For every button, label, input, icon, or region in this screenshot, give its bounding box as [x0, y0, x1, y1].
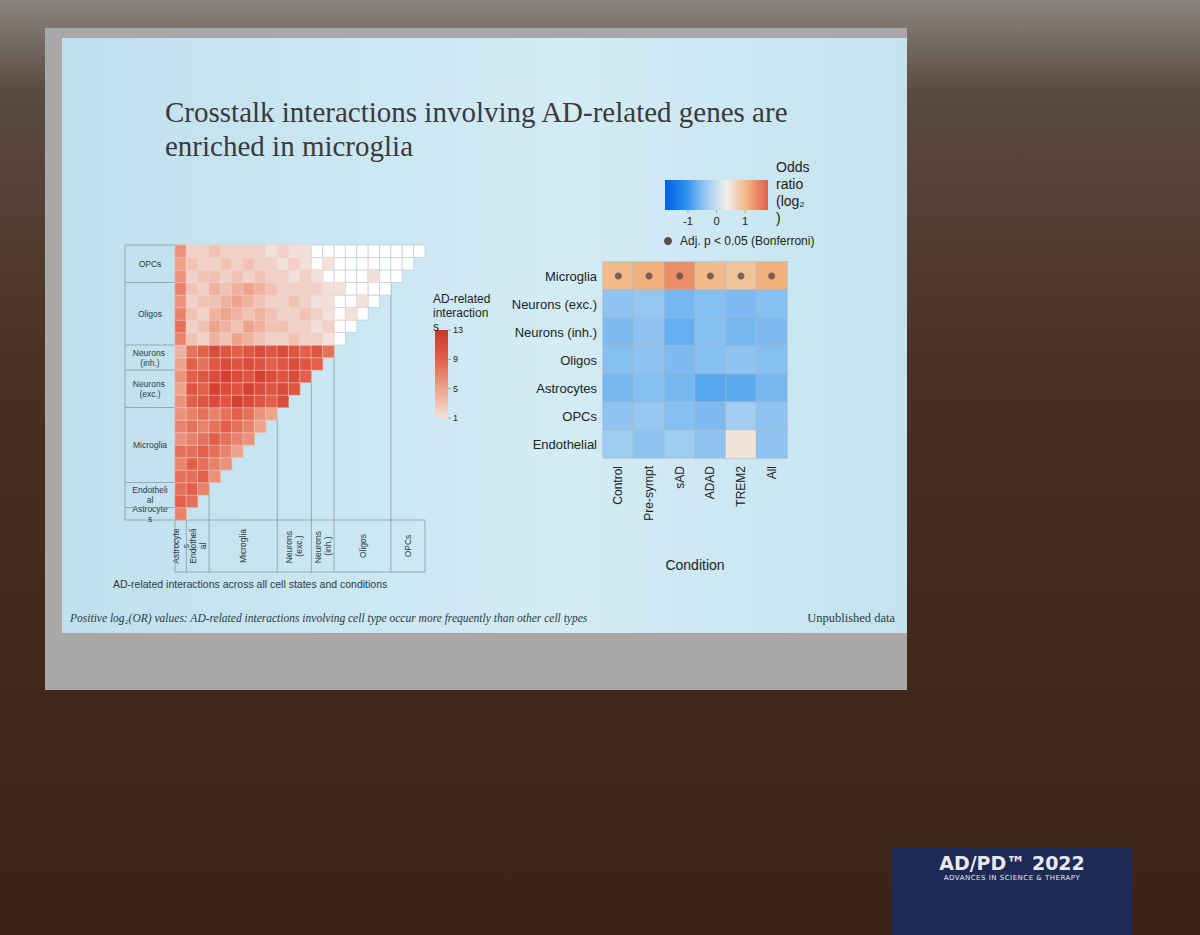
svg-text:5: 5 [453, 384, 458, 394]
svg-text:AD-related interactions across: AD-related interactions across all cell … [113, 578, 387, 590]
svg-text:Microglia: Microglia [238, 529, 248, 563]
svg-text:(exc.): (exc.) [139, 389, 160, 399]
svg-text:Pre-sympt: Pre-sympt [642, 465, 656, 520]
svg-text:Astrocytes: Astrocytes [536, 381, 597, 396]
svg-text:(log₂: (log₂ [776, 193, 805, 209]
svg-text:Neurons (inh.): Neurons (inh.) [515, 325, 597, 340]
svg-text:Oligos: Oligos [138, 309, 162, 319]
svg-text:Oligos: Oligos [358, 534, 368, 558]
svg-text:al: al [198, 543, 208, 550]
svg-text:1: 1 [742, 215, 748, 227]
html-text:ADVANCES IN SCIENCE & THERAPY: ADVANCES IN SCIENCE & THERAPY [943, 874, 1081, 882]
svg-text:OPCs: OPCs [139, 259, 162, 269]
svg-text:Microglia: Microglia [545, 269, 598, 284]
svg-text:Oligos: Oligos [560, 353, 597, 368]
svg-text:Neurons: Neurons [133, 348, 168, 358]
svg-text:Odds: Odds [776, 159, 813, 175]
svg-text:s: s [148, 514, 152, 524]
svg-text:Crosstalk interactions involvi: Crosstalk interactions involving AD-rela… [165, 96, 795, 128]
html-text:AD/PD™ 2022: AD/PD™ 2022 [939, 852, 1085, 874]
svg-text:Neurons (exc.): Neurons (exc.) [512, 297, 597, 312]
svg-text:Unpublished data: Unpublished data [807, 611, 895, 625]
svg-text:Astrocyte: Astrocyte [132, 504, 168, 514]
svg-text:ADAD: ADAD [703, 466, 717, 500]
svg-text:All: All [765, 466, 779, 479]
svg-text:Neurons: Neurons [284, 529, 294, 564]
svg-text:9: 9 [453, 354, 458, 364]
svg-text:Neurons: Neurons [313, 529, 323, 564]
svg-text:(exc.): (exc.) [294, 535, 304, 556]
svg-text:(inh.): (inh.) [140, 358, 160, 368]
svg-text:): ) [776, 210, 781, 226]
svg-text:s: s [180, 543, 191, 549]
svg-text:interaction: interaction [433, 306, 488, 320]
svg-text:AD-related: AD-related [433, 292, 494, 306]
svg-text:0: 0 [713, 215, 719, 227]
svg-text:(inh.): (inh.) [323, 536, 333, 556]
svg-text:1: 1 [453, 413, 458, 423]
svg-text:Condition: Condition [665, 557, 724, 573]
svg-text:TREM2: TREM2 [734, 466, 748, 507]
svg-text:Endotheli: Endotheli [188, 528, 198, 564]
svg-text:Astrocyte: Astrocyte [171, 528, 181, 564]
svg-text:Positive log₂(OR) values: AD-r: Positive log₂(OR) values: AD-related int… [69, 612, 588, 625]
svg-text:al: al [147, 495, 154, 505]
svg-text:Adj. p < 0.05 (Bonferroni): Adj. p < 0.05 (Bonferroni) [680, 234, 814, 248]
svg-text:OPCs: OPCs [403, 535, 413, 558]
svg-text:Microglia: Microglia [133, 440, 167, 450]
svg-text:Endothelial: Endothelial [533, 437, 597, 452]
svg-text:Control: Control [611, 466, 625, 505]
svg-text:enriched in microglia: enriched in microglia [165, 130, 413, 162]
svg-text:OPCs: OPCs [562, 409, 597, 424]
svg-text:s: s [433, 320, 439, 334]
svg-text:Neurons: Neurons [133, 379, 168, 389]
svg-text:sAD: sAD [673, 466, 687, 489]
svg-text:ratio: ratio [776, 176, 807, 192]
svg-text:Endotheli: Endotheli [132, 485, 168, 495]
svg-text:-1: -1 [683, 215, 693, 227]
svg-text:13: 13 [453, 325, 463, 335]
